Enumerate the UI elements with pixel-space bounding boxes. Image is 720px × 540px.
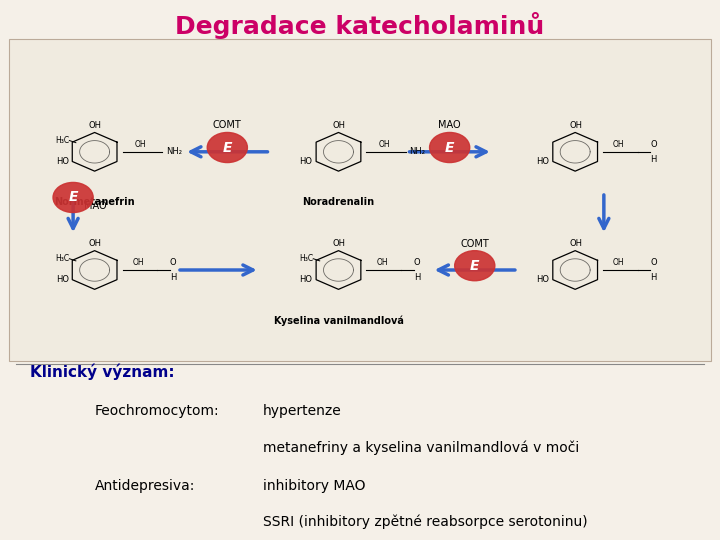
Text: O: O (414, 258, 420, 267)
Text: OH: OH (89, 239, 102, 248)
Circle shape (53, 183, 93, 213)
Text: E: E (470, 259, 480, 273)
Text: E: E (68, 191, 78, 205)
Text: MAO: MAO (84, 200, 107, 211)
Text: HO: HO (536, 157, 549, 166)
Text: Antidepresiva:: Antidepresiva: (94, 479, 195, 493)
Text: OH: OH (333, 239, 346, 248)
Text: H: H (170, 273, 176, 282)
Text: OH: OH (379, 140, 390, 149)
Text: H: H (650, 155, 657, 164)
Text: inhibitory MAO: inhibitory MAO (264, 479, 366, 493)
Text: O: O (170, 258, 176, 267)
Text: Feochromocytom:: Feochromocytom: (94, 404, 220, 418)
Text: MAO: MAO (438, 120, 461, 130)
Text: OH: OH (333, 121, 346, 130)
Text: COMT: COMT (460, 239, 489, 248)
Text: HO: HO (300, 275, 312, 284)
Text: Noradrenalin: Noradrenalin (302, 198, 374, 207)
Text: SSRI (inhibitory zpětné reabsorpce serotoninu): SSRI (inhibitory zpětné reabsorpce serot… (264, 515, 588, 529)
Text: OH: OH (570, 121, 582, 130)
Text: hypertenze: hypertenze (264, 404, 342, 418)
Text: HO: HO (55, 157, 68, 166)
Text: Klinický význam:: Klinický význam: (30, 363, 175, 380)
Text: H₃C: H₃C (55, 254, 69, 263)
Text: OH: OH (132, 258, 144, 267)
Circle shape (430, 132, 469, 163)
Text: COMT: COMT (213, 120, 242, 130)
Text: O: O (650, 139, 657, 148)
Text: NH₂: NH₂ (410, 147, 426, 156)
Text: H: H (650, 273, 657, 282)
Text: H₃C: H₃C (55, 136, 69, 145)
Text: Normetanefrin: Normetanefrin (54, 198, 135, 207)
Text: Degradace katecholaminů: Degradace katecholaminů (176, 12, 544, 39)
Text: OH: OH (613, 258, 625, 267)
Text: NH₂: NH₂ (166, 147, 181, 156)
Text: OH: OH (613, 140, 625, 149)
Text: H: H (414, 273, 420, 282)
Text: HO: HO (55, 275, 68, 284)
Text: Kyselina vanilmandlová: Kyselina vanilmandlová (274, 316, 403, 326)
Text: OH: OH (570, 239, 582, 248)
Circle shape (454, 251, 495, 281)
Text: HO: HO (536, 275, 549, 284)
Text: HO: HO (300, 157, 312, 166)
Text: E: E (222, 140, 232, 154)
Text: H₃C: H₃C (299, 254, 313, 263)
Text: OH: OH (135, 140, 146, 149)
Circle shape (207, 132, 248, 163)
Text: OH: OH (89, 121, 102, 130)
Text: metanefriny a kyselina vanilmandlová v moči: metanefriny a kyselina vanilmandlová v m… (264, 441, 580, 455)
Text: OH: OH (377, 258, 388, 267)
Text: E: E (445, 140, 454, 154)
FancyBboxPatch shape (9, 39, 711, 361)
Text: O: O (650, 258, 657, 267)
